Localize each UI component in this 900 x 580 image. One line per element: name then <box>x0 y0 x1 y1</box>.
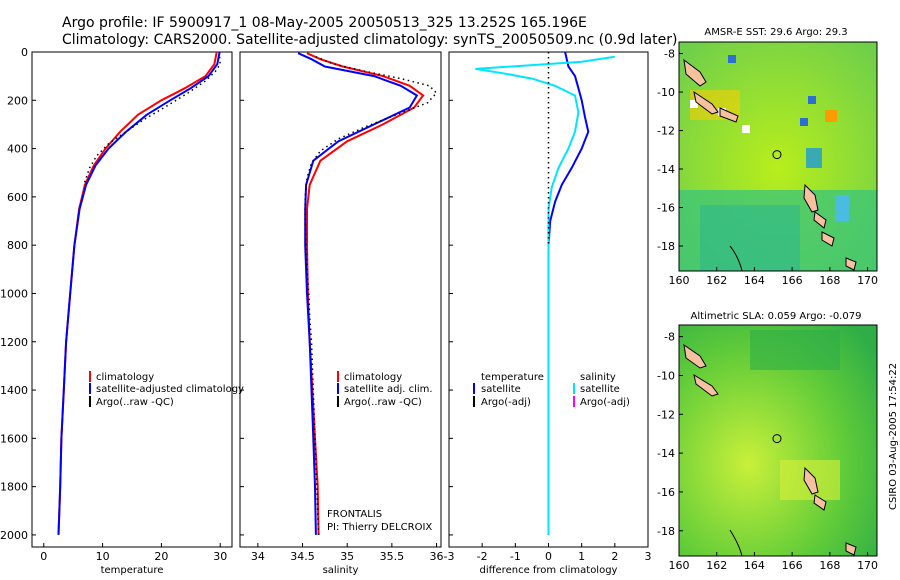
series-line-argo-raw-qc- <box>304 56 438 535</box>
legend-label: climatology <box>344 372 402 383</box>
x-tick-label: -3 <box>444 550 455 563</box>
x-axis-label: temperature <box>101 565 164 576</box>
y-tick-label: 1200 <box>0 336 28 349</box>
x-tick-label: 0 <box>40 550 47 563</box>
map-y-tick-label: -16 <box>657 486 675 499</box>
x-tick-label: 20 <box>154 550 168 563</box>
map-x-tick-label: 168 <box>819 274 840 287</box>
salinity-panel: 34 34.5 35 35.5 36 salinity <box>239 51 444 576</box>
y-tick-label: 600 <box>7 191 28 204</box>
x-tick-label: 34 <box>251 550 265 563</box>
map-x-tick-label: 170 <box>857 274 878 287</box>
temperature-panel: 0 200 400 600 800 1000 1200 1400 1600 1800 2000 0 10… <box>0 46 233 576</box>
map-y-tick-label: -10 <box>657 369 675 382</box>
y-tick-label: 1600 <box>0 432 28 445</box>
map-y-tick-label: -10 <box>657 86 675 99</box>
map-x-tick-label: 164 <box>744 559 765 572</box>
header-line-2: Climatology: CARS2000. Satellite-adjuste… <box>62 32 677 48</box>
x-tick-label: 2 <box>611 550 618 563</box>
y-tick-label: 2000 <box>0 529 28 542</box>
map-y-tick-label: -16 <box>657 201 675 214</box>
temperature-legend: climatology satellite-adjusted climatolo… <box>89 371 244 408</box>
legend-label: satellite <box>481 384 521 395</box>
map-y-tick-label: -12 <box>657 408 675 421</box>
plot-frame <box>31 51 233 548</box>
legend-label: satellite <box>580 384 620 395</box>
series-line-satellite-adjusted-climatology <box>57 51 221 535</box>
frontalis-label: FRONTALIS <box>327 509 382 520</box>
x-tick-label: 30 <box>213 550 227 563</box>
map-x-tick-label: 164 <box>744 274 765 287</box>
y-tick-label: 800 <box>7 239 28 252</box>
legend-label: Argo(..raw -QC) <box>96 397 174 408</box>
plot-frame <box>239 51 442 548</box>
map-y-tick-label: -14 <box>657 163 675 176</box>
map-y-tick-label: -18 <box>657 525 675 538</box>
map-y-tick-label: -8 <box>664 48 675 61</box>
y-tick-label: 1000 <box>0 287 28 300</box>
timestamp-label: CSIRO 03-Aug-2005 17:54:22 <box>888 363 899 510</box>
float-position-marker <box>772 150 782 160</box>
map-x-tick-label: 160 <box>669 274 690 287</box>
sst-map: 160 162 164 166 168 170 -8 -10 -12 -14 -16 -18 <box>657 41 878 287</box>
y-tick-label: 200 <box>7 94 28 107</box>
map-x-tick-label: 170 <box>857 559 878 572</box>
map-x-tick-label: 160 <box>669 559 690 572</box>
x-tick-label: 35.5 <box>380 550 405 563</box>
map-x-tick-label: 162 <box>706 559 727 572</box>
x-axis-label: difference from climatology <box>480 565 618 576</box>
map-y-tick-label: -8 <box>664 331 675 344</box>
float-position-marker <box>772 434 782 444</box>
sla-map-title: Altimetric SLA: 0.059 Argo: -0.079 <box>691 311 862 322</box>
y-tick-label: 1800 <box>0 481 28 494</box>
map-y-tick-label: -14 <box>657 447 675 460</box>
x-tick-label: 34.5 <box>290 550 315 563</box>
map-y-tick-label: -12 <box>657 125 675 138</box>
x-tick-label: 0 <box>545 550 552 563</box>
legend-header-temperature: temperature <box>481 372 544 383</box>
series-line-temperature-satellite <box>547 51 590 535</box>
x-tick-label: -1 <box>510 550 521 563</box>
legend-label: Argo(..raw -QC) <box>344 397 422 408</box>
legend-label: satellite-adjusted climatology <box>96 384 244 395</box>
x-axis-label: salinity <box>323 565 359 576</box>
header-line-1: Argo profile: IF 5900917_1 08-May-2005 2… <box>62 15 587 31</box>
legend-header-salinity: salinity <box>580 372 616 383</box>
series-line-salinity-satellite <box>475 55 615 535</box>
x-tick-label: 36 <box>430 550 444 563</box>
sst-map-title: AMSR-E SST: 29.6 Argo: 29.3 <box>704 27 847 38</box>
series-line-argo-raw-qc- <box>83 56 221 186</box>
y-tick-label: 1400 <box>0 384 28 397</box>
map-x-tick-label: 166 <box>782 559 803 572</box>
x-tick-label: 10 <box>96 550 110 563</box>
difference-panel: -3 -2 -1 0 1 2 3 difference from climatology <box>444 51 652 576</box>
sla-map: 160 162 164 166 168 170 -8 -10 -12 -14 -16 -18 <box>657 324 878 572</box>
x-tick-label: 3 <box>645 550 652 563</box>
pi-label: PI: Thierry DELCROIX <box>327 522 432 533</box>
legend-label: satellite adj. clim. <box>344 384 433 395</box>
legend-label: Argo(-adj) <box>580 397 630 408</box>
x-tick-label: -2 <box>477 550 488 563</box>
map-x-tick-label: 162 <box>706 274 727 287</box>
y-tick-label: 400 <box>7 143 28 156</box>
x-tick-label: 1 <box>578 550 585 563</box>
map-x-tick-label: 168 <box>819 559 840 572</box>
legend-label: Argo(-adj) <box>481 397 531 408</box>
difference-legend: temperature satellite Argo(-adj) salinit… <box>473 372 630 408</box>
map-x-tick-label: 166 <box>782 274 803 287</box>
legend-label: climatology <box>96 372 154 383</box>
y-tick-label: 0 <box>21 46 28 59</box>
salinity-legend: climatology satellite adj. clim. Argo(..… <box>337 371 433 408</box>
map-y-tick-label: -18 <box>657 240 675 253</box>
x-tick-label: 35 <box>340 550 354 563</box>
